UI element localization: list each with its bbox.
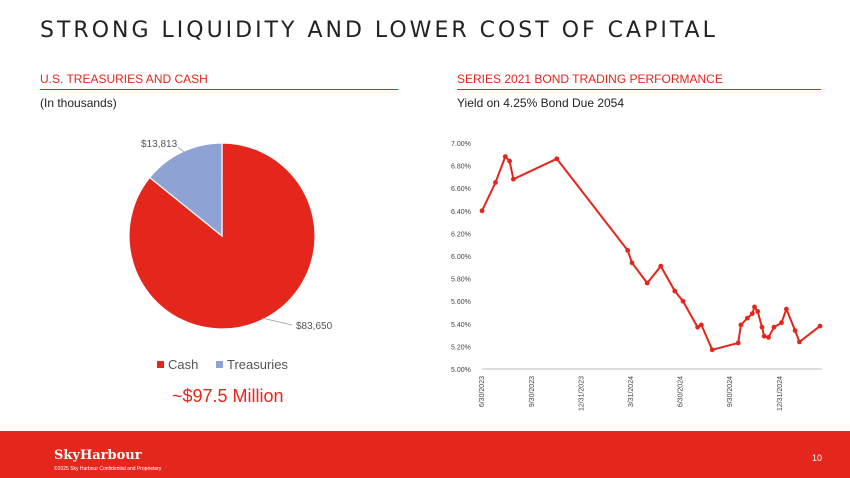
y-tick-label: 7.00%	[451, 141, 471, 148]
x-tick-label: 3/31/2024	[628, 376, 635, 407]
yield-data-point	[502, 154, 508, 160]
yield-data-point	[735, 340, 741, 346]
sky-harbour-logo: SkyHarbour	[54, 448, 142, 463]
yield-series-line	[481, 154, 821, 351]
yield-data-point	[625, 248, 631, 253]
y-tick-label: 6.00%	[451, 254, 471, 261]
pie-data-label-cash: $83,650	[296, 321, 333, 332]
yield-data-point	[766, 335, 771, 340]
yield-data-point	[507, 158, 512, 164]
yield-data-point	[779, 320, 784, 326]
page-title: STRONG LIQUIDITY AND LOWER COST OF CAPIT…	[40, 18, 718, 43]
x-tick-label: 12/31/2024	[777, 376, 784, 411]
pie-slice-treasuries	[148, 142, 223, 238]
yield-data-point	[771, 324, 777, 330]
yield-data-point	[759, 324, 765, 330]
pie-leader-cash	[261, 317, 293, 326]
legend-swatch-treasuries	[216, 361, 223, 368]
yield-data-point	[680, 298, 686, 304]
y-tick-label: 6.80%	[451, 164, 471, 171]
y-tick-label: 6.20%	[451, 231, 471, 238]
y-tick-label: 6.40%	[451, 209, 471, 216]
yield-data-point	[784, 306, 789, 312]
legend-label-treasuries: Treasuries	[227, 357, 288, 372]
x-tick-label: 6/30/2024	[677, 376, 684, 407]
yield-data-point	[493, 180, 498, 185]
yield-data-point	[761, 333, 767, 339]
line-chart: 5.00% 5.20% 5.40% 5.60% 5.80% 6.00% 6.20% 6.40%…	[451, 141, 823, 411]
yield-data-point	[511, 176, 516, 182]
yield-data-point	[658, 263, 664, 269]
yield-data-point	[695, 324, 700, 330]
x-tick-label: 9/30/2024	[727, 376, 734, 407]
yield-data-point	[749, 311, 755, 316]
legend-swatch-cash	[157, 361, 164, 368]
yield-data-point	[629, 260, 635, 266]
total-liquidity-label: ~$97.5 Million	[172, 386, 284, 406]
pie-chart: $13,813 $83,650 Cash Treasuries	[128, 139, 333, 372]
pie-data-label-treasuries: $13,813	[141, 139, 178, 150]
x-tick-label: 9/30/2023	[529, 376, 536, 407]
yield-data-point	[644, 280, 650, 286]
yield-data-point	[817, 323, 823, 329]
pie-leader-treasuries	[177, 146, 185, 153]
bond-performance-subheading: Yield on 4.25% Bond Due 2054	[457, 96, 625, 110]
footer-bar: SkyHarbour ©2025 Sky Harbour Confidentia…	[0, 431, 850, 478]
bond-performance-heading: SERIES 2021 BOND TRADING PERFORMANCE	[457, 72, 821, 90]
y-tick-label: 6.60%	[451, 186, 471, 193]
y-tick-label: 5.40%	[451, 322, 471, 329]
yield-data-point	[745, 315, 750, 321]
yield-data-point	[738, 322, 744, 328]
yield-data-point	[554, 156, 560, 162]
yield-data-point	[709, 347, 715, 353]
treasuries-cash-heading: U.S. TREASURIES AND CASH	[40, 72, 398, 90]
yield-data-point	[699, 322, 704, 328]
y-tick-label: 5.20%	[451, 344, 471, 351]
y-tick-label: 5.80%	[451, 277, 471, 284]
yield-data-point	[792, 328, 798, 333]
copyright-text: ©2025 Sky Harbour Confidential and Propr…	[54, 466, 162, 472]
legend-label-cash: Cash	[168, 357, 198, 372]
y-tick-label: 5.60%	[451, 299, 471, 306]
y-tick-label: 5.00%	[451, 367, 471, 374]
yield-data-point	[797, 339, 802, 345]
x-tick-label: 6/30/2023	[479, 376, 486, 407]
page-number: 10	[811, 453, 822, 463]
x-tick-label: 12/31/2023	[579, 376, 586, 411]
yield-data-point	[752, 304, 757, 310]
yield-data-point	[672, 288, 678, 294]
treasuries-cash-subheading: (In thousands)	[40, 96, 117, 110]
yield-data-point	[755, 309, 761, 314]
yield-data-point	[479, 208, 485, 214]
